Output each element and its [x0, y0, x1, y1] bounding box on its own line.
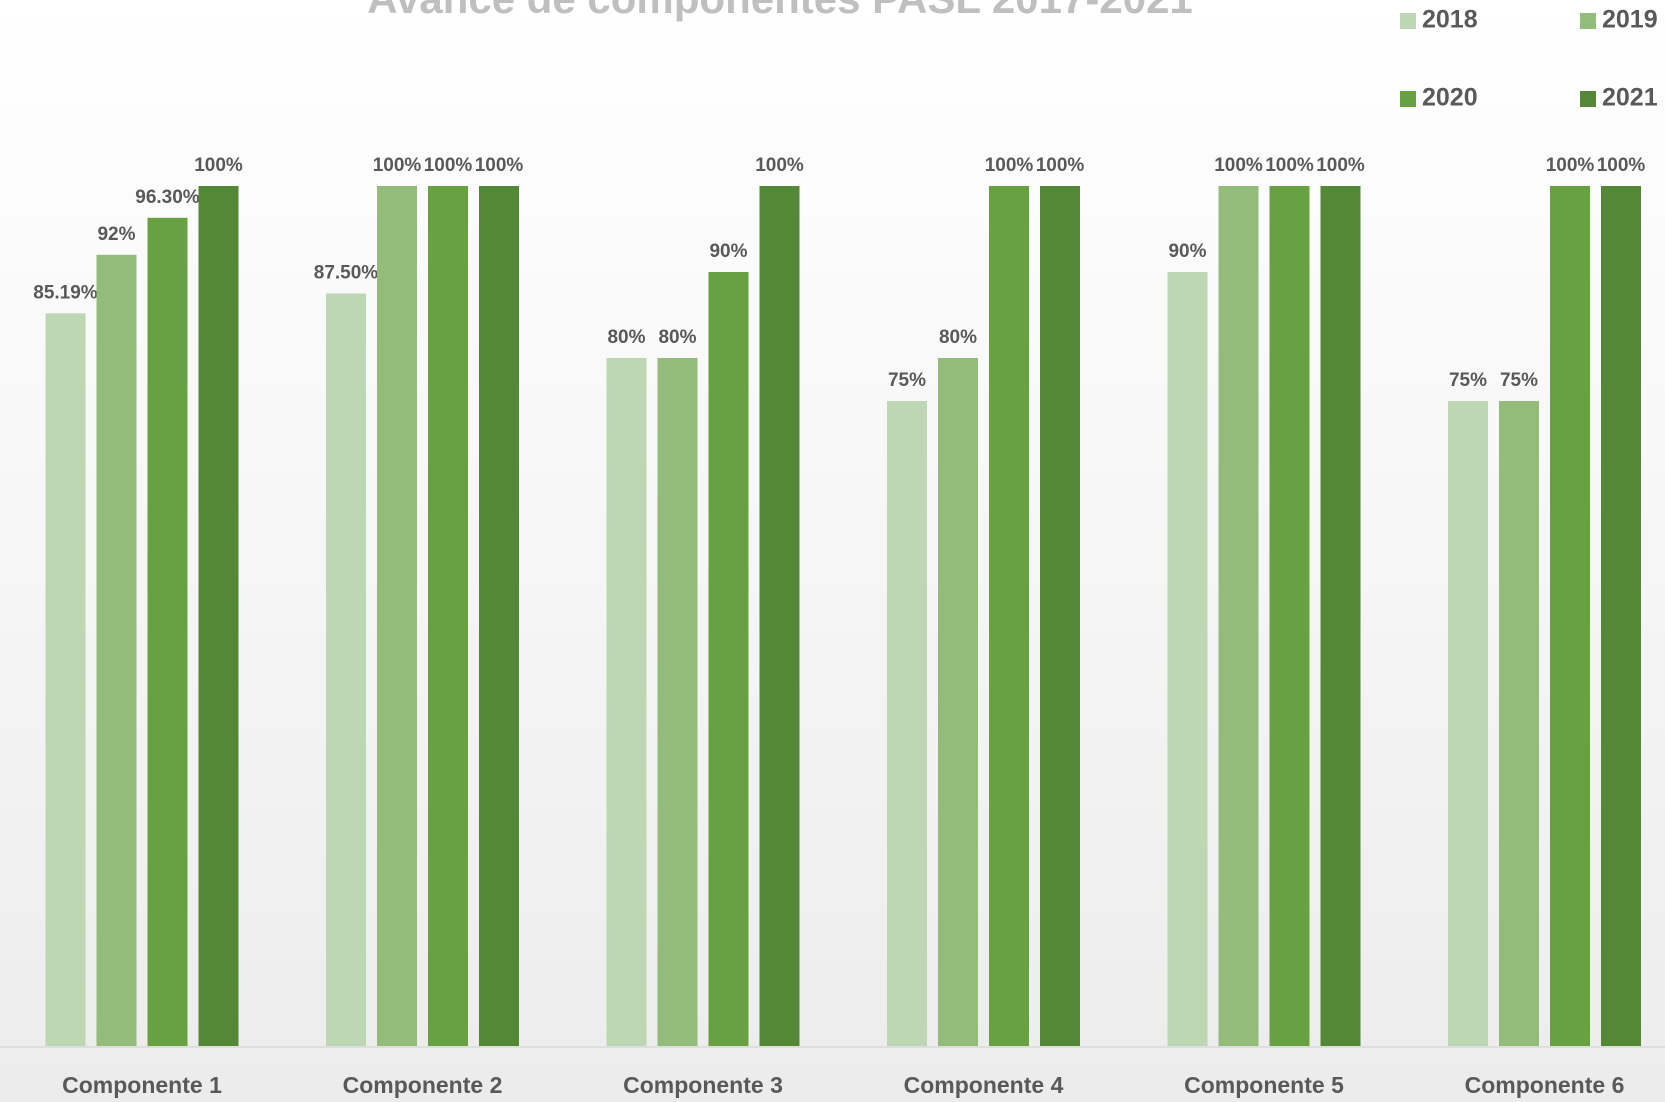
- value-label: 100%: [373, 155, 422, 176]
- value-label: 100%: [194, 155, 243, 176]
- value-label: 100%: [1036, 155, 1085, 176]
- value-label: 75%: [888, 370, 926, 391]
- bar: [1550, 186, 1590, 1046]
- bar: [479, 186, 519, 1046]
- bar: [887, 401, 927, 1046]
- x-tick-label: Componente 6: [1465, 1072, 1625, 1098]
- value-label: 100%: [424, 155, 473, 176]
- value-label: 80%: [939, 327, 977, 348]
- bar: [759, 186, 800, 1046]
- value-label: 92%: [97, 224, 135, 245]
- value-label: 100%: [1316, 155, 1365, 176]
- chart-title: Avance de componentes PASL 2017-2021: [367, 0, 1193, 22]
- legend-swatch: [1580, 91, 1596, 107]
- value-label: 100%: [475, 155, 524, 176]
- legend-swatch: [1400, 91, 1416, 107]
- x-tick-label: Componente 5: [1184, 1072, 1344, 1098]
- bar: [326, 293, 366, 1046]
- x-tick-label: Componente 2: [343, 1072, 503, 1098]
- bar: [147, 217, 188, 1046]
- bar: [1269, 186, 1310, 1046]
- bar: [1218, 186, 1259, 1046]
- legend-label: 2018: [1422, 6, 1478, 34]
- bar: [428, 186, 468, 1046]
- bar: [606, 358, 647, 1046]
- value-label: 80%: [658, 327, 696, 348]
- legend-label: 2020: [1422, 84, 1478, 112]
- bar: [1499, 401, 1539, 1046]
- bar: [1040, 186, 1080, 1046]
- bar: [657, 358, 698, 1046]
- value-label: 75%: [1449, 370, 1487, 391]
- bar: [96, 254, 137, 1047]
- value-label: 100%: [1265, 155, 1314, 176]
- value-label: 75%: [1500, 370, 1538, 391]
- legend-label: 2019: [1602, 6, 1658, 34]
- value-label: 100%: [755, 155, 804, 176]
- value-label: 85.19%: [33, 282, 98, 303]
- value-label: 87.50%: [314, 263, 379, 284]
- bar: [989, 186, 1029, 1046]
- value-label: 90%: [709, 241, 747, 262]
- value-label: 100%: [1546, 155, 1595, 176]
- legend-swatch: [1580, 13, 1596, 29]
- value-label: 96.30%: [135, 187, 200, 208]
- bar: [1448, 401, 1488, 1046]
- value-label: 90%: [1168, 241, 1206, 262]
- bar: [1601, 186, 1641, 1046]
- x-tick-label: Componente 4: [904, 1072, 1064, 1098]
- value-label: 80%: [607, 327, 645, 348]
- legend-swatch: [1400, 13, 1416, 29]
- bar: [1320, 186, 1361, 1046]
- x-tick-label: Componente 1: [62, 1072, 222, 1098]
- bar: [1167, 272, 1208, 1046]
- bar: [708, 272, 749, 1046]
- bar: [198, 186, 239, 1046]
- value-label: 100%: [1214, 155, 1263, 176]
- bar: [938, 358, 978, 1046]
- value-label: 100%: [985, 155, 1034, 176]
- bar: [377, 186, 417, 1046]
- value-label: 100%: [1597, 155, 1646, 176]
- x-tick-label: Componente 3: [623, 1072, 783, 1098]
- bar: [45, 313, 86, 1047]
- legend-label: 2021: [1602, 84, 1658, 112]
